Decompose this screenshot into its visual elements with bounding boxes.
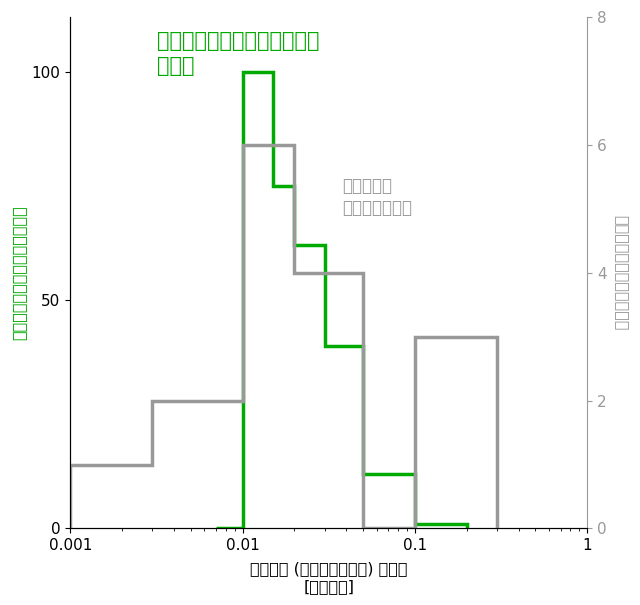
- Y-axis label: 系外惑星を再現する円盤の個数: 系外惑星を再現する円盤の個数: [11, 205, 26, 340]
- Text: 観測された
ガス円盤の分布: 観測された ガス円盤の分布: [342, 177, 412, 217]
- X-axis label: ガス円盤 (原始惑星系円盤) の質量
[恒星質量]: ガス円盤 (原始惑星系円盤) の質量 [恒星質量]: [250, 561, 408, 594]
- Text: 系外惑星を再現するガス円盤
の分布: 系外惑星を再現するガス円盤 の分布: [157, 31, 320, 76]
- Y-axis label: 観測されたガス円盤の個数: 観測されたガス円盤の個数: [614, 215, 629, 330]
